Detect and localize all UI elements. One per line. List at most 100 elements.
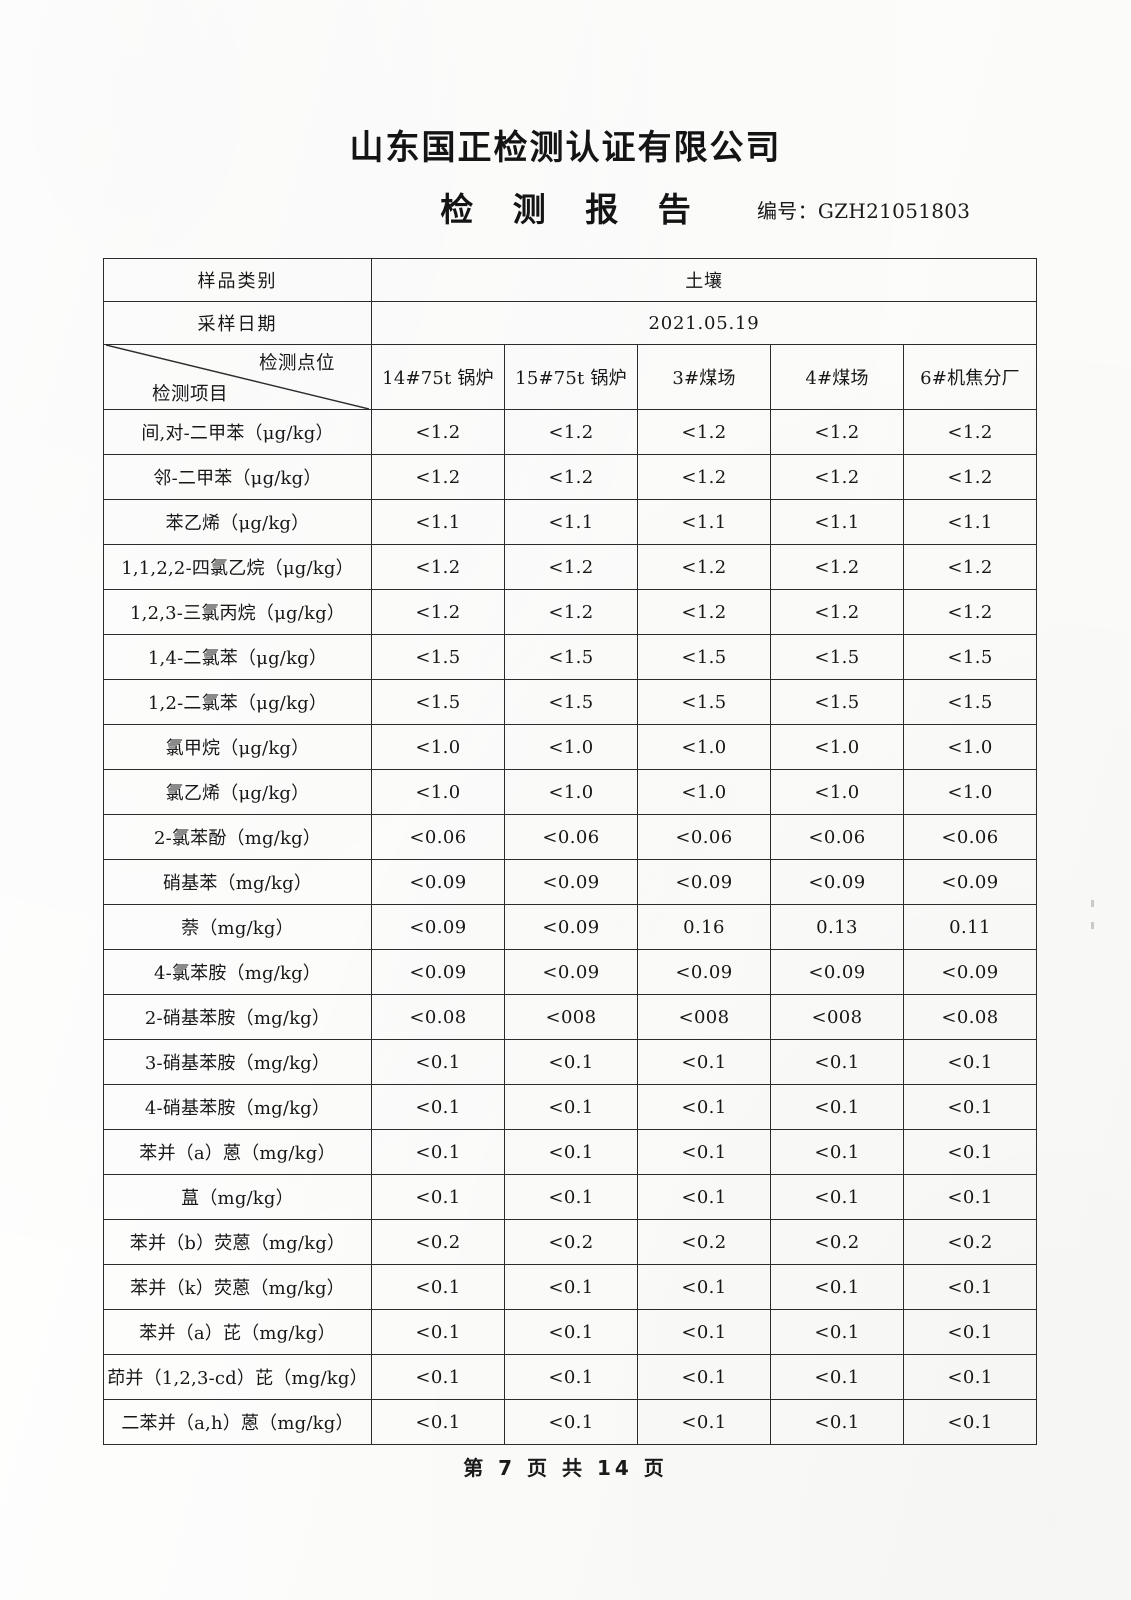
detection-item-name: 苯并（b）荧蒽（mg/kg） [103, 1219, 372, 1265]
result-value: <1.5 [504, 634, 638, 680]
detection-item-name: 萘（mg/kg） [103, 904, 372, 950]
result-value: <1.5 [637, 634, 771, 680]
result-value: 0.11 [902, 904, 1038, 950]
result-value: <0.1 [504, 1354, 638, 1400]
result-value: <0.1 [371, 1129, 505, 1175]
table-row: 硝基苯（mg/kg） <0.09 <0.09 <0.09 <0.09 <0.09 [103, 859, 1038, 905]
result-value: <1.0 [637, 724, 771, 770]
detection-item-name: 苯并（a）芘（mg/kg） [103, 1309, 372, 1355]
table-row-sampling-date: 采样日期 2021.05.19 [103, 301, 1038, 345]
table-row: 二苯并（a,h）蒽（mg/kg） <0.1 <0.1 <0.1 <0.1 <0.1 [103, 1399, 1038, 1445]
result-value: <0.1 [902, 1354, 1038, 1400]
detection-item-name: 1,4-二氯苯（μg/kg） [103, 634, 372, 680]
result-value: 0.13 [770, 904, 904, 950]
table-row: 2-氯苯酚（mg/kg） <0.06 <0.06 <0.06 <0.06 <0.06 [103, 814, 1038, 860]
result-value: <0.1 [770, 1174, 904, 1220]
detection-results-table: 样品类别 土壤 采样日期 2021.05.19 检测点位 检测项目 [103, 258, 1038, 1445]
table-row: 4-氯苯胺（mg/kg） <0.09 <0.09 <0.09 <0.09 <0.09 [103, 949, 1038, 995]
detection-item-name: 间,对-二甲苯（μg/kg） [103, 409, 372, 455]
result-value: <0.1 [902, 1399, 1038, 1445]
report-title: 检 测 报 告 [440, 190, 705, 230]
table-row: 1,1,2,2-四氯乙烷（μg/kg） <1.2 <1.2 <1.2 <1.2 <1.2 [103, 544, 1038, 590]
result-value: <1.2 [902, 544, 1038, 590]
detection-item-name: 1,2,3-三氯丙烷（μg/kg） [103, 589, 372, 635]
detection-item-label: 检测项目 [152, 384, 229, 405]
result-value: <0.1 [637, 1084, 771, 1130]
result-value: <0.1 [637, 1264, 771, 1310]
result-value: <0.09 [504, 949, 638, 995]
result-value: <1.2 [504, 589, 638, 635]
detection-item-name: 3-硝基苯胺（mg/kg） [103, 1039, 372, 1085]
table-row: 间,对-二甲苯（μg/kg） <1.2 <1.2 <1.2 <1.2 <1.2 [103, 409, 1038, 455]
column-header-4: 6#机焦分厂 [902, 344, 1038, 410]
result-value: <0.2 [504, 1219, 638, 1265]
result-value: <0.09 [770, 859, 904, 905]
result-value: <0.1 [637, 1174, 771, 1220]
result-value: <0.09 [371, 859, 505, 905]
result-value: <0.1 [504, 1084, 638, 1130]
detection-point-label: 检测点位 [258, 353, 335, 374]
detection-item-name: 2-氯苯酚（mg/kg） [103, 814, 372, 860]
table-row: 苯并（b）荧蒽（mg/kg） <0.2 <0.2 <0.2 <0.2 <0.2 [103, 1219, 1038, 1265]
result-value: <0.2 [371, 1219, 505, 1265]
result-value: <1.5 [902, 679, 1038, 725]
result-value: <0.1 [371, 1354, 505, 1400]
result-value: <1.2 [504, 454, 638, 500]
result-value: <1.2 [902, 454, 1038, 500]
result-value: <0.1 [504, 1174, 638, 1220]
table-row: 2-硝基苯胺（mg/kg） <0.08 <008 <008 <008 <0.08 [103, 994, 1038, 1040]
page-footer: 第 7 页 共 14 页 [463, 1456, 668, 1480]
result-value: <0.08 [902, 994, 1038, 1040]
result-value: <1.1 [637, 499, 771, 545]
result-value: <1.0 [371, 724, 505, 770]
result-value: <1.2 [371, 454, 505, 500]
result-value: <0.1 [902, 1309, 1038, 1355]
result-value: <1.0 [902, 724, 1038, 770]
table-row: 蒀（mg/kg） <0.1 <0.1 <0.1 <0.1 <0.1 [103, 1174, 1038, 1220]
result-value: <0.1 [902, 1264, 1038, 1310]
detection-item-name: 氯乙烯（μg/kg） [103, 769, 372, 815]
table-row: 1,2-二氯苯（μg/kg） <1.5 <1.5 <1.5 <1.5 <1.5 [103, 679, 1038, 725]
result-value: <0.1 [637, 1309, 771, 1355]
result-value: <0.09 [902, 859, 1038, 905]
table-row: 氯甲烷（μg/kg） <1.0 <1.0 <1.0 <1.0 <1.0 [103, 724, 1038, 770]
detection-item-name: 硝基苯（mg/kg） [103, 859, 372, 905]
diagonal-header-cell: 检测点位 检测项目 [103, 344, 372, 410]
detection-item-name: 苯乙烯（μg/kg） [103, 499, 372, 545]
result-value: <1.2 [770, 589, 904, 635]
detection-item-name: 氯甲烷（μg/kg） [103, 724, 372, 770]
detection-item-name: 4-硝基苯胺（mg/kg） [103, 1084, 372, 1130]
detection-item-name: 1,1,2,2-四氯乙烷（μg/kg） [103, 544, 372, 590]
result-value: <0.1 [504, 1399, 638, 1445]
title-block: 山东国正检测认证有限公司 检 测 报 告 编号：GZH21051803 [0, 128, 1131, 230]
table-row: 苯并（a）芘（mg/kg） <0.1 <0.1 <0.1 <0.1 <0.1 [103, 1309, 1038, 1355]
column-header-3: 4#煤场 [770, 344, 904, 410]
result-value: <1.2 [902, 589, 1038, 635]
result-value: <0.1 [504, 1309, 638, 1355]
result-value: <0.06 [371, 814, 505, 860]
detection-item-name: 1,2-二氯苯（μg/kg） [103, 679, 372, 725]
result-value: <0.1 [371, 1039, 505, 1085]
table-row: 4-硝基苯胺（mg/kg） <0.1 <0.1 <0.1 <0.1 <0.1 [103, 1084, 1038, 1130]
result-value: <0.1 [504, 1039, 638, 1085]
result-value: <0.1 [770, 1084, 904, 1130]
result-value: <1.0 [504, 724, 638, 770]
result-value: <0.06 [902, 814, 1038, 860]
result-value: <0.1 [371, 1309, 505, 1355]
table-row: 苯并（a）蒽（mg/kg） <0.1 <0.1 <0.1 <0.1 <0.1 [103, 1129, 1038, 1175]
result-value: <1.2 [770, 409, 904, 455]
result-value: <1.2 [770, 544, 904, 590]
result-value: <0.1 [637, 1039, 771, 1085]
scan-edge-mark [1091, 922, 1094, 929]
table-row: 邻-二甲苯（μg/kg） <1.2 <1.2 <1.2 <1.2 <1.2 [103, 454, 1038, 500]
result-value: <0.1 [637, 1129, 771, 1175]
column-header-1: 15#75t 锅炉 [504, 344, 638, 410]
result-value: <0.1 [902, 1174, 1038, 1220]
table-row: 1,2,3-三氯丙烷（μg/kg） <1.2 <1.2 <1.2 <1.2 <1.2 [103, 589, 1038, 635]
detection-item-name: 苯并（k）荧蒽（mg/kg） [103, 1264, 372, 1310]
result-value: <0.1 [504, 1129, 638, 1175]
report-title-row: 检 测 报 告 编号：GZH21051803 [0, 183, 1131, 230]
result-value: <1.5 [637, 679, 771, 725]
detection-item-name: 4-氯苯胺（mg/kg） [103, 949, 372, 995]
result-value: <0.2 [770, 1219, 904, 1265]
